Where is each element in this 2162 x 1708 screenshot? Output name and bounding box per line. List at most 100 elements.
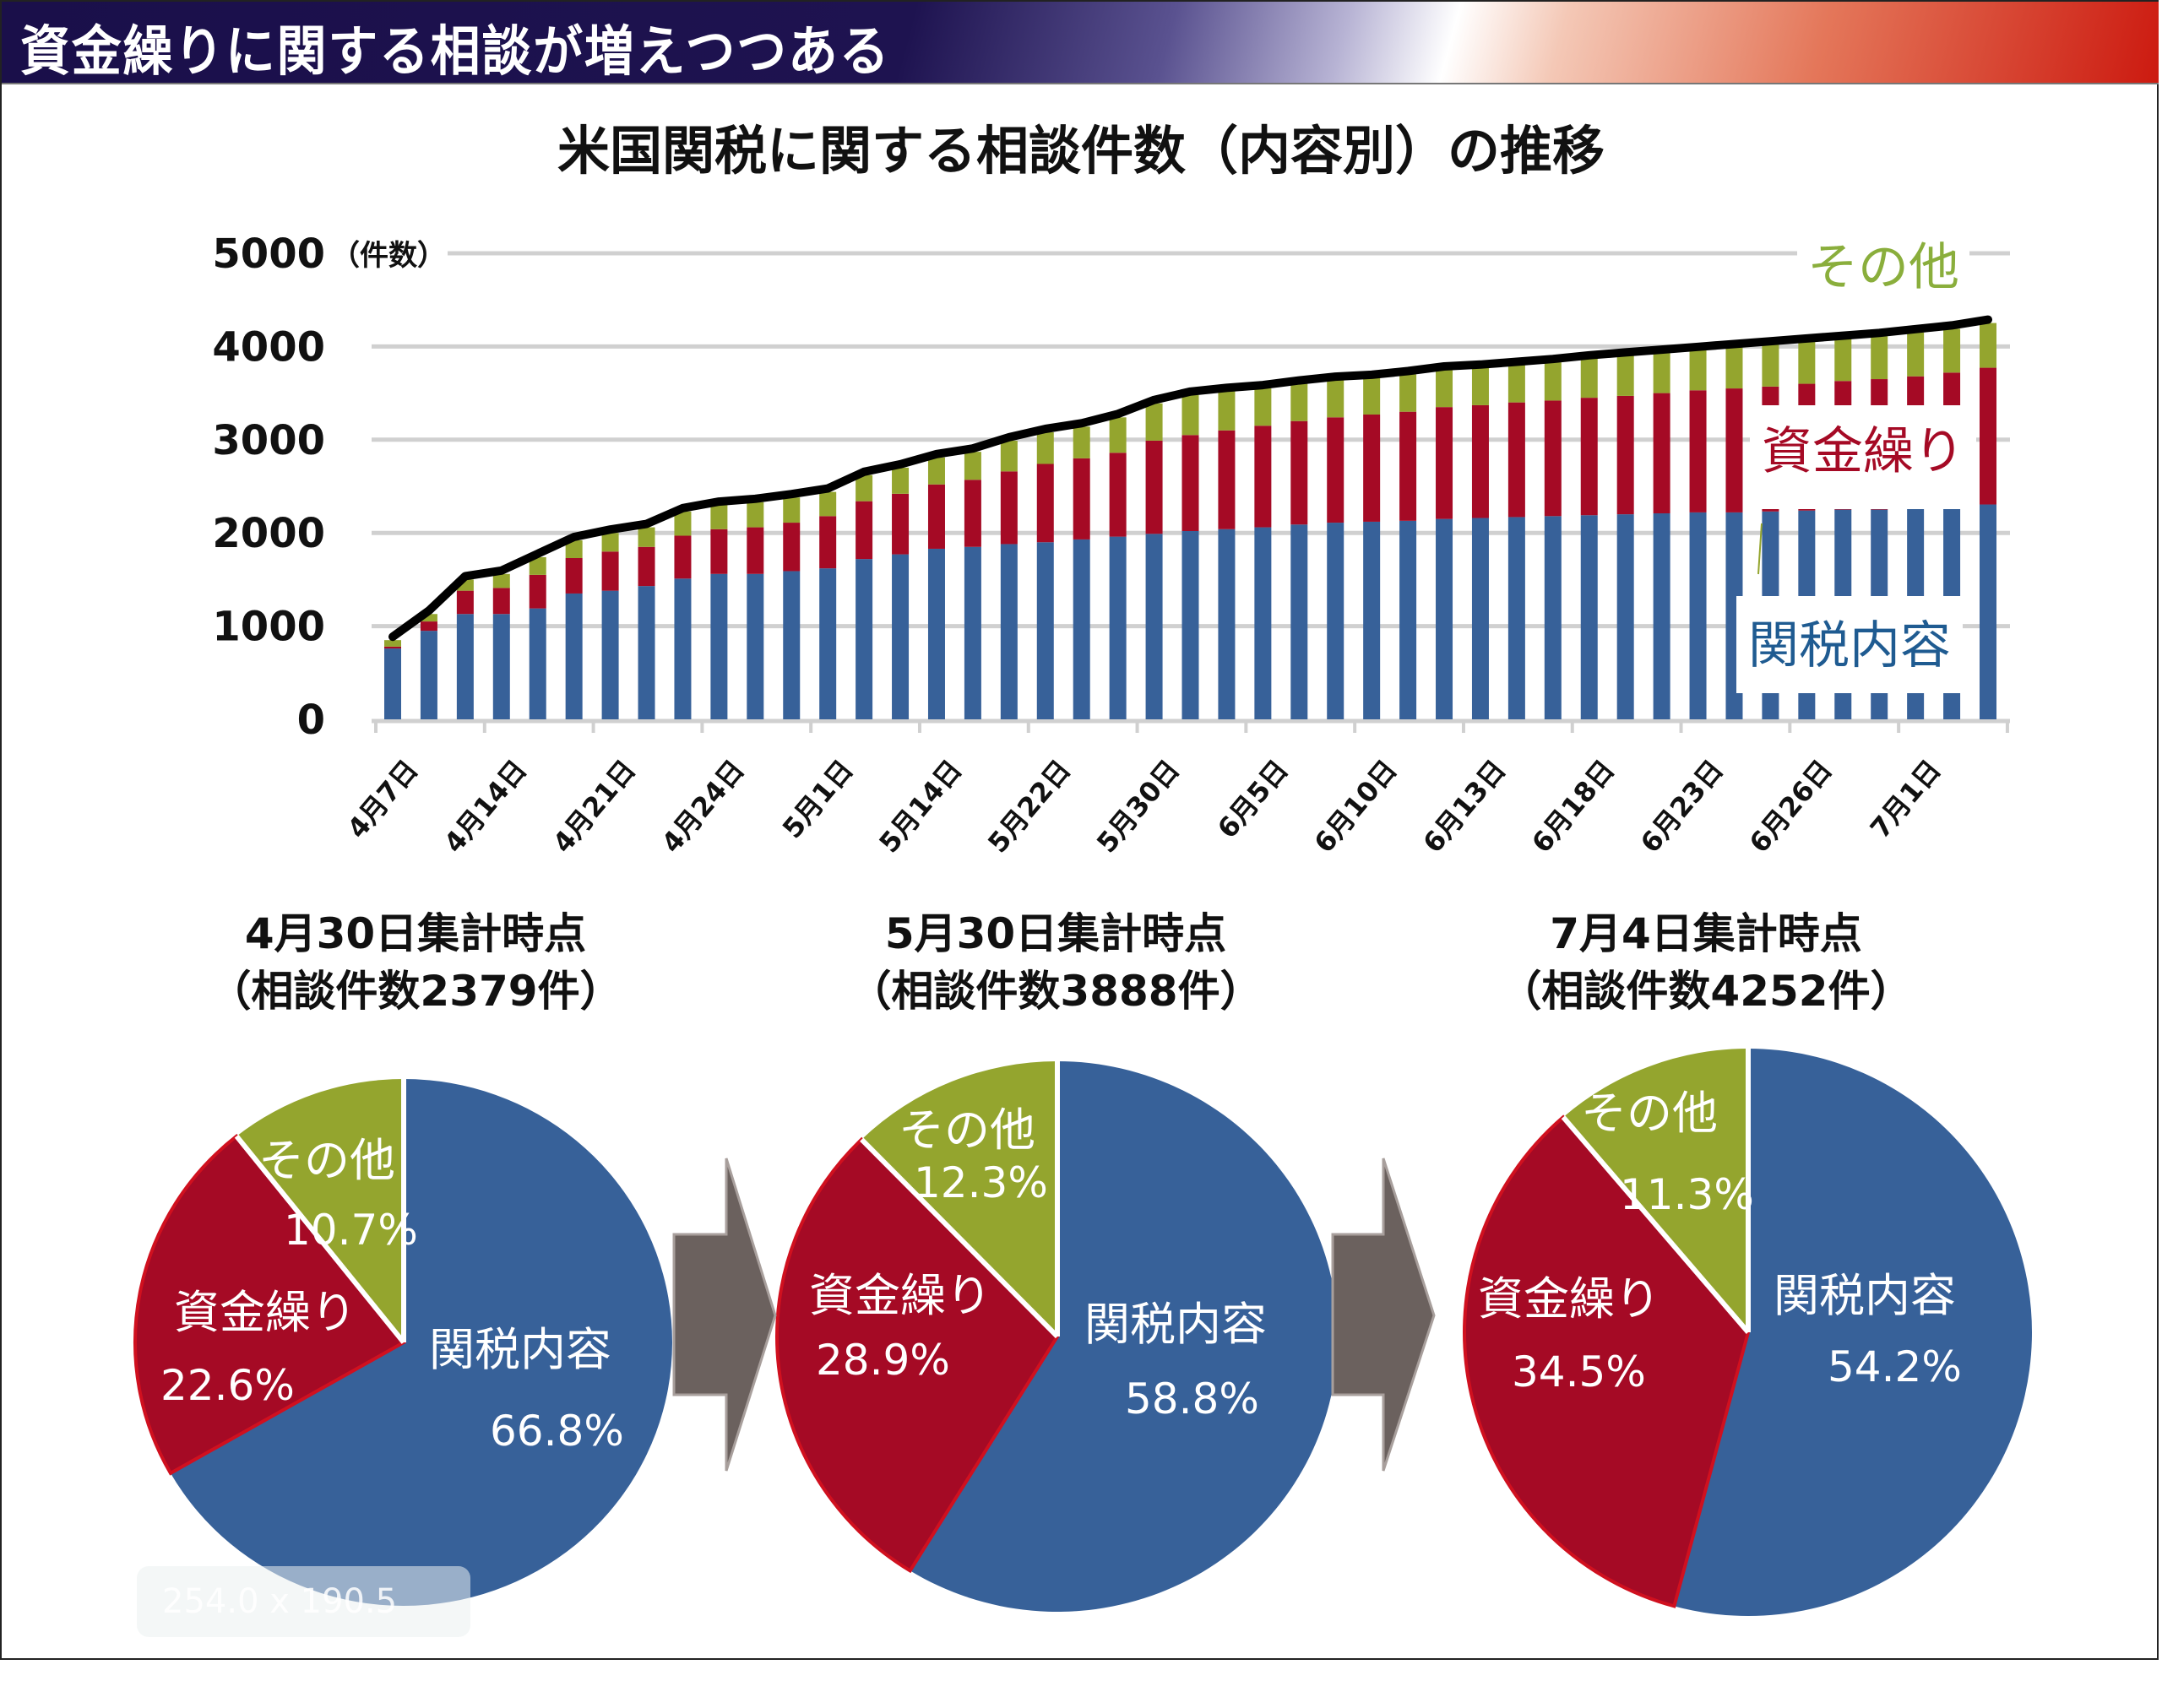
bar-segment-funding bbox=[1218, 430, 1236, 529]
bar-segment-other bbox=[1073, 426, 1090, 458]
bar-segment-funding bbox=[1073, 458, 1090, 540]
bar-segment-other bbox=[1109, 417, 1127, 453]
bar-segment-tariff bbox=[1218, 529, 1236, 719]
bar-segment-tariff bbox=[492, 614, 510, 719]
bar-segment-other bbox=[1871, 336, 1888, 380]
bar-segment-tariff bbox=[565, 593, 583, 719]
bar-segment-other bbox=[1218, 391, 1236, 431]
pie-may30-pct-other: 12.3% bbox=[914, 1158, 1048, 1207]
bar-segment-funding bbox=[1145, 440, 1163, 534]
bar-segment-tariff bbox=[1653, 513, 1670, 719]
pie-may30-label-funding: 資金繰り bbox=[809, 1269, 991, 1322]
bar-segment-other bbox=[1689, 350, 1707, 391]
bar-segment-other bbox=[674, 511, 692, 536]
bar-segment-funding bbox=[492, 588, 510, 615]
bar-segment-funding bbox=[1580, 398, 1598, 516]
arrow-right-icon bbox=[672, 1158, 777, 1472]
bar-segment-tariff bbox=[1399, 520, 1417, 719]
bar-segment-tariff bbox=[601, 590, 619, 719]
bar-segment-funding bbox=[964, 480, 981, 547]
bar-segment-other bbox=[1145, 403, 1163, 441]
bar-segment-other bbox=[964, 452, 981, 480]
bar-segment-tariff bbox=[1327, 523, 1344, 719]
legend-label-other: その他 bbox=[1797, 226, 1969, 300]
bar-segment-other bbox=[1834, 339, 1852, 382]
pie-jul4-label-other: その他 bbox=[1581, 1087, 1718, 1140]
size-watermark: 254.0 x 190.5 mm bbox=[137, 1566, 470, 1692]
pie-may30-pct-tariff: 58.8% bbox=[1125, 1375, 1259, 1423]
bar-segment-tariff bbox=[674, 578, 692, 719]
bar-segment-funding bbox=[1725, 388, 1743, 512]
bar-segment-funding bbox=[1290, 420, 1308, 525]
bar-segment-other bbox=[1000, 440, 1018, 472]
bar-segment-funding bbox=[1653, 393, 1670, 514]
bar-segment-funding bbox=[856, 501, 873, 560]
bar-segment-other bbox=[601, 533, 619, 552]
bar-segment-tariff bbox=[819, 568, 837, 719]
pie-title-apr30-count: （相談件数2379件） bbox=[209, 967, 622, 1016]
bar-segment-tariff bbox=[1544, 516, 1562, 719]
bar-segment-tariff bbox=[964, 546, 981, 719]
pie-may30-label-tariff: 関税内容 bbox=[1084, 1298, 1267, 1351]
bar-segment-tariff bbox=[892, 554, 910, 719]
bar-segment-tariff bbox=[529, 608, 546, 719]
bar-segment-other bbox=[927, 457, 945, 485]
bar-segment-funding bbox=[1181, 435, 1199, 531]
bar-segment-tariff bbox=[927, 548, 945, 719]
pie-separator bbox=[860, 1137, 1060, 1339]
pie-apr30-pct-tariff: 66.8% bbox=[490, 1407, 624, 1456]
pie-title-jul4: 7月4日集計時点 （相談件数4252件） bbox=[1410, 905, 2002, 1020]
pie-apr30-pct-other: 10.7% bbox=[284, 1206, 418, 1255]
pie-jul4-pct-funding: 34.5% bbox=[1512, 1347, 1646, 1396]
arrow-right-icon bbox=[1331, 1158, 1436, 1472]
bar-segment-funding bbox=[1507, 402, 1525, 518]
pie-slice-other bbox=[1562, 1049, 1748, 1332]
pie-separator bbox=[1561, 1115, 1751, 1334]
bar-segment-funding bbox=[1109, 453, 1127, 537]
bar-segment-other bbox=[1616, 355, 1634, 396]
bar-segment-tariff bbox=[1181, 530, 1199, 719]
bar-segment-other bbox=[1290, 383, 1308, 421]
header-title: 資金繰りに関する相談が増えつつある bbox=[20, 21, 891, 84]
bar-segment-tariff bbox=[420, 631, 437, 719]
bar-segment-other bbox=[384, 640, 401, 647]
bar-segment-other bbox=[1181, 394, 1199, 436]
bar-segment-tariff bbox=[1000, 544, 1018, 719]
pie-slice-tariff bbox=[1674, 1049, 2032, 1616]
bar-segment-other bbox=[1653, 353, 1670, 393]
bar-segment-tariff bbox=[456, 614, 474, 719]
bar-segment-funding bbox=[1436, 407, 1453, 519]
bar-segment-other bbox=[1544, 362, 1562, 401]
pie-jul4-pct-tariff: 54.2% bbox=[1828, 1342, 1962, 1391]
bar-segment-funding bbox=[420, 621, 437, 632]
pie-title-may30-count: （相談件数3888件） bbox=[849, 967, 1263, 1016]
pie-slice-funding bbox=[1462, 1114, 1751, 1608]
bar-segment-tariff bbox=[1471, 518, 1489, 719]
bar-segment-other bbox=[892, 467, 910, 494]
bar-segment-other bbox=[1399, 374, 1417, 412]
bar-segment-other bbox=[1762, 344, 1779, 387]
header-banner: 資金繰りに関する相談が増えつつある bbox=[2, 2, 2159, 84]
bar-segment-funding bbox=[674, 535, 692, 579]
bar-segment-funding bbox=[927, 484, 945, 549]
bar-segment-funding bbox=[1000, 471, 1018, 545]
bar-segment-funding bbox=[710, 529, 728, 574]
bar-segment-tariff bbox=[1580, 515, 1598, 719]
y-tick-label: 1000 bbox=[212, 604, 325, 651]
pie-title-may30-date: 5月30日集計時点 bbox=[884, 909, 1227, 958]
bar-segment-tariff bbox=[1436, 518, 1453, 719]
pie-charts bbox=[133, 1049, 2032, 1616]
bar-segment-funding bbox=[819, 516, 837, 569]
bar-segment-tariff bbox=[1616, 514, 1634, 719]
bar-segment-tariff bbox=[384, 648, 401, 719]
bar-segment-funding bbox=[529, 574, 546, 609]
bar-segment-other bbox=[710, 505, 728, 529]
bar-segment-funding bbox=[1399, 411, 1417, 521]
bar-segment-other bbox=[819, 491, 837, 517]
bar-segment-tariff bbox=[1507, 517, 1525, 719]
bar-segment-other bbox=[1907, 332, 1925, 377]
bar-segment-funding bbox=[1616, 395, 1634, 515]
bar-segment-other bbox=[747, 502, 764, 528]
pie-title-apr30: 4月30日集計時点 （相談件数2379件） bbox=[120, 905, 711, 1020]
y-tick-label: 4000 bbox=[212, 323, 325, 371]
